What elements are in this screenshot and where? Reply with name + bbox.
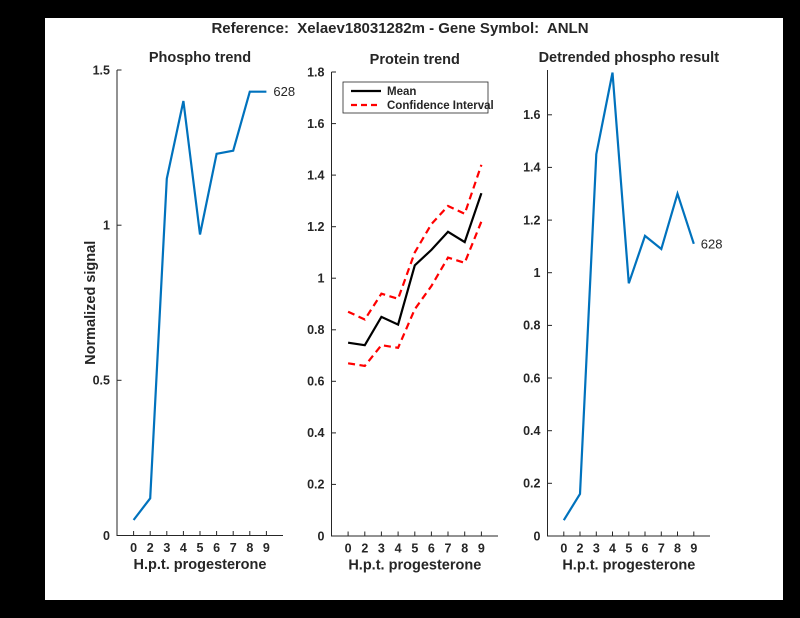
y-tick-label: 0.6 [307,375,324,389]
x-tick-label: 4 [395,542,402,556]
x-tick-label: 6 [213,541,220,555]
x-tick-label: 0 [560,542,567,556]
y-tick-label: 0.6 [523,371,540,385]
x-tick-label: 9 [263,541,270,555]
chart-title: Protein trend [370,52,460,68]
phospho-signal-line [132,90,267,521]
y-tick-label: 0.5 [93,374,110,388]
y-tick-label: 1 [103,219,110,233]
figure-canvas [45,18,783,600]
x-tick-label: 3 [378,542,385,556]
x-tick-label: 0 [130,541,137,555]
point-label: 628 [701,236,723,251]
y-tick-label: 1.6 [307,117,324,131]
legend-box [342,81,489,114]
x-tick-label: 5 [197,541,204,555]
chart-title: Phospho trend [149,50,251,66]
x-tick-label: 7 [230,541,237,555]
x-tick-label: 3 [593,542,600,556]
y-tick-label: 1.4 [523,161,540,175]
y-tick-label: 1.4 [307,168,324,182]
x-tick-label: 7 [445,542,452,556]
y-tick-label: 1.5 [93,63,110,77]
chart-title: Detrended phospho result [539,50,720,66]
x-tick-label: 7 [658,542,665,556]
mean-line [347,192,483,347]
x-axis-label: H.p.t. progesterone [134,557,267,573]
figure-title: Reference: Xelaev18031282m - Gene Symbol… [211,20,588,37]
legend-label: Mean [387,86,416,98]
y-tick-label: 1 [318,272,325,286]
x-tick-label: 2 [147,541,154,555]
x-tick-label: 9 [690,542,697,556]
x-tick-label: 4 [609,542,616,556]
x-tick-label: 2 [577,542,584,556]
x-tick-label: 5 [411,542,418,556]
y-axis-label: Normalized signal [83,241,99,365]
x-tick-label: 8 [461,542,468,556]
y-tick-label: 1.2 [307,220,324,234]
x-tick-label: 2 [361,542,368,556]
chart-protein: 00.20.40.60.811.21.41.61.80 2 3 4 5 6 7 8 9Prote… [307,52,498,574]
x-tick-label: 6 [642,542,649,556]
x-tick-label: 5 [625,542,632,556]
point-label: 628 [273,84,295,99]
y-tick-label: 1.2 [523,213,540,227]
x-axis-label: H.p.t. progesterone [562,558,695,574]
y-tick-label: 1.8 [307,65,324,79]
legend-label: Confidence Interval [387,100,494,112]
y-tick-label: 0 [534,529,541,543]
x-tick-label: 9 [478,542,485,556]
detrended-signal-line [562,72,695,521]
x-tick-label: 0 [345,542,352,556]
y-tick-label: 1.6 [523,108,540,122]
y-tick-label: 0.2 [523,477,540,491]
y-tick-label: 0.2 [307,478,324,492]
ci-upper-line [347,164,483,321]
x-tick-label: 4 [180,541,187,555]
y-tick-label: 1 [534,266,541,280]
y-tick-label: 0.4 [523,424,540,438]
x-tick-label: 8 [674,542,681,556]
x-tick-label: 3 [163,541,170,555]
y-tick-label: 0 [103,529,110,543]
x-axis-label: H.p.t. progesterone [348,558,481,574]
legend: Mean Confidence Interval [342,81,494,114]
x-tick-label: 8 [246,541,253,555]
chart-detrended: 00.20.40.60.811.21.41.60 2 3 4 5 6 7 8 9Detrende… [523,50,722,574]
ci-lower-line [347,221,483,368]
y-tick-label: 0.8 [307,323,324,337]
x-tick-label: 6 [428,542,435,556]
y-tick-label: 0.4 [307,426,324,440]
y-tick-label: 0.8 [523,319,540,333]
y-tick-label: 0 [318,529,325,543]
